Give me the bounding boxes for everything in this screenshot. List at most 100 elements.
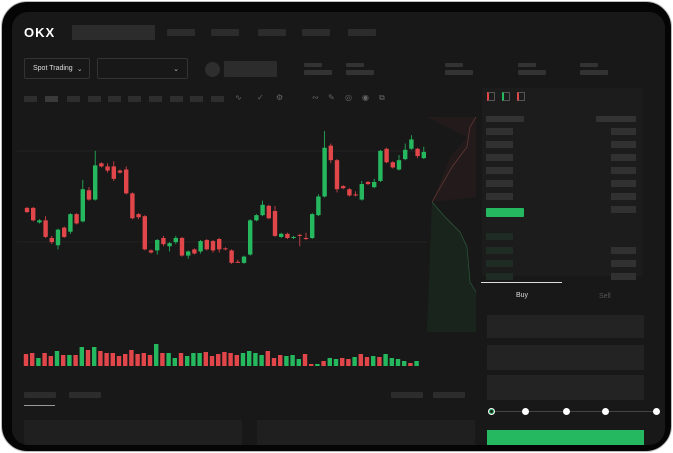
okx-logo[interactable]: OKX — [24, 25, 56, 40]
volume-bar — [116, 356, 122, 366]
amount-input[interactable] — [487, 345, 644, 370]
search-bar[interactable] — [72, 25, 155, 40]
slider-stop-50[interactable] — [563, 408, 570, 415]
depth-asks-area — [427, 117, 476, 202]
timeframe-button[interactable] — [88, 96, 101, 102]
indicator-icon[interactable]: ∿ — [235, 93, 242, 102]
line-tool-icon[interactable]: ∾ — [312, 93, 319, 102]
candle-body — [260, 204, 265, 216]
candle-body — [117, 170, 123, 173]
volume-bar — [340, 358, 345, 366]
orderbook-bids-icon[interactable] — [502, 92, 510, 101]
buy-submit-button[interactable] — [487, 430, 644, 445]
candle-body — [266, 205, 271, 219]
price-input[interactable] — [487, 315, 644, 338]
slider-stop-100[interactable] — [653, 408, 660, 415]
orderbook-asks-icon[interactable] — [517, 92, 525, 101]
timeframe-button[interactable] — [24, 96, 37, 102]
fullscreen-icon[interactable]: ⧉ — [379, 93, 385, 102]
bottom-panel-right — [257, 420, 475, 445]
candle-body — [347, 189, 352, 196]
stat-label — [304, 63, 322, 67]
volume-bar — [309, 364, 314, 366]
volume-bar — [42, 353, 47, 366]
candle-body — [403, 149, 408, 160]
candle-body — [279, 233, 284, 237]
timeframe-button[interactable] — [211, 96, 224, 102]
volume-bar — [154, 344, 159, 366]
volume-bar — [389, 358, 394, 366]
nav-item[interactable] — [258, 29, 286, 36]
stat-label — [346, 63, 364, 67]
bid-price — [486, 247, 513, 254]
settings-icon[interactable]: ⚙ — [276, 93, 284, 102]
depth-bids-line — [431, 201, 477, 293]
nav-item[interactable] — [211, 29, 239, 36]
volume-bar — [377, 357, 382, 366]
volume-bar — [265, 351, 270, 366]
pair-select[interactable]: ⌄ — [97, 58, 188, 79]
volume-bar — [296, 359, 301, 366]
total-input[interactable] — [487, 375, 644, 400]
candle-body — [186, 251, 191, 256]
volume-bar — [172, 358, 177, 366]
candlestick-chart[interactable] — [12, 107, 482, 377]
screenshot-icon[interactable]: ◉ — [362, 93, 369, 102]
volume-bar — [54, 351, 60, 366]
amount-slider-track[interactable] — [492, 411, 657, 412]
coin-icon — [205, 62, 220, 77]
slider-stop-25[interactable] — [522, 408, 529, 415]
timeframe-button[interactable] — [108, 96, 121, 102]
volume-bar — [209, 356, 215, 366]
timeframe-button[interactable] — [67, 96, 80, 102]
slider-stop-75[interactable] — [602, 408, 609, 415]
volume-bar — [203, 352, 208, 366]
candle-body — [155, 240, 160, 251]
candle-body — [310, 214, 315, 238]
bottom-tab[interactable] — [69, 392, 101, 398]
bottom-tab-active[interactable] — [24, 392, 56, 398]
volume-bar — [253, 353, 258, 366]
nav-item[interactable] — [348, 29, 376, 36]
orderbook-header-price — [486, 116, 524, 122]
market-type-select[interactable]: Spot Trading ⌄ — [24, 58, 90, 79]
candle-body — [272, 211, 278, 236]
tab-buy[interactable]: Buy — [516, 292, 529, 299]
candle-body — [179, 237, 185, 256]
compare-icon[interactable]: ◎ — [345, 93, 352, 102]
draw-tool-icon[interactable]: ✎ — [328, 93, 335, 102]
tab-sell[interactable]: Sell — [599, 293, 611, 300]
timeframe-button[interactable] — [149, 96, 162, 102]
chevron-down-icon: ⌄ — [76, 65, 83, 73]
slider-handle[interactable] — [488, 408, 495, 415]
nav-item[interactable] — [167, 29, 195, 36]
bid-amount — [611, 260, 636, 267]
volume-bar — [333, 359, 339, 366]
chart-type-icon[interactable]: ✓ — [257, 93, 264, 102]
bottom-action[interactable] — [391, 392, 423, 398]
ask-price — [486, 180, 513, 187]
timeframe-button[interactable] — [45, 96, 58, 102]
candle-body — [384, 148, 389, 163]
candle-body — [415, 148, 420, 157]
nav-item[interactable] — [302, 29, 330, 36]
candle-body — [248, 220, 253, 255]
volume-bar — [234, 355, 239, 366]
candle-body — [396, 160, 402, 170]
bid-price — [486, 273, 513, 280]
orderbook-both-icon[interactable] — [487, 92, 495, 101]
timeframe-button[interactable] — [128, 96, 141, 102]
volume-bar — [327, 358, 332, 366]
volume-bar — [104, 353, 109, 366]
timeframe-button[interactable] — [190, 96, 203, 102]
timeframe-button[interactable] — [170, 96, 183, 102]
ask-amount — [611, 154, 636, 161]
volume-bar — [185, 356, 190, 366]
volume-bar — [383, 354, 388, 366]
candle-body — [316, 196, 321, 216]
candle-body — [80, 189, 85, 222]
candle-body — [229, 250, 234, 263]
volume-bar — [30, 353, 35, 366]
bottom-action[interactable] — [433, 392, 465, 398]
candle-body — [291, 236, 296, 238]
